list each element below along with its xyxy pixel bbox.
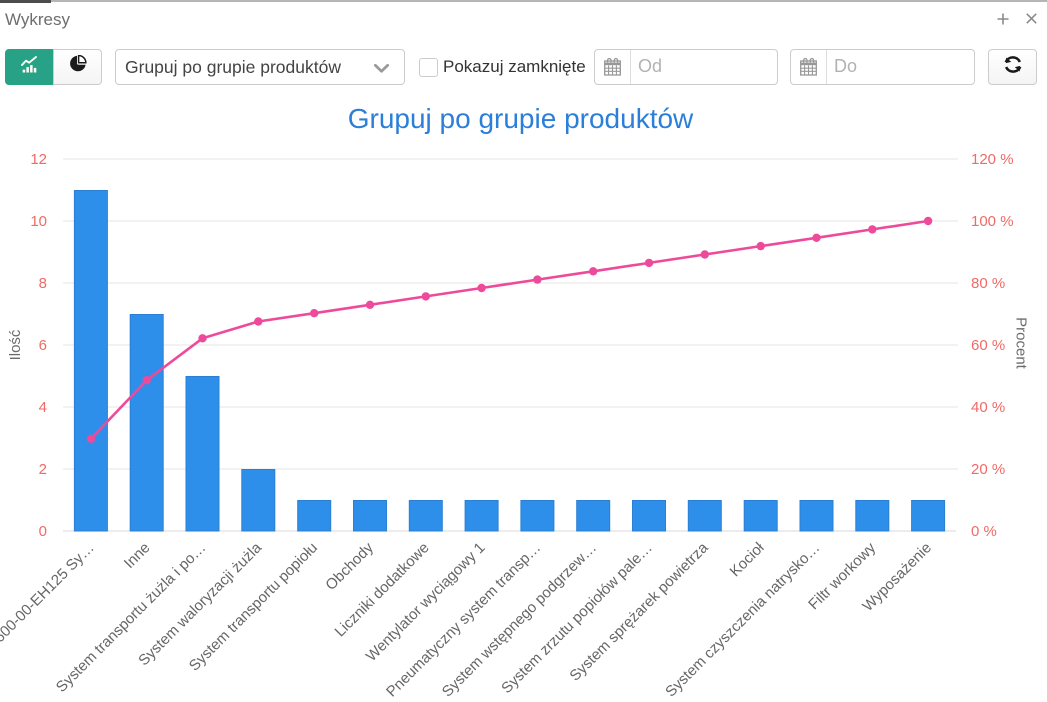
svg-text:60 %: 60 % — [971, 337, 1005, 354]
svg-text:Obchody: Obchody — [322, 539, 377, 594]
svg-text:0 %: 0 % — [971, 523, 997, 540]
svg-text:8: 8 — [39, 275, 47, 292]
svg-text:2: 2 — [39, 461, 47, 478]
svg-text:0: 0 — [39, 523, 47, 540]
svg-text:10: 10 — [30, 213, 47, 230]
svg-text:Procent: Procent — [1013, 317, 1030, 370]
svg-text:120 %: 120 % — [971, 151, 1014, 168]
svg-text:0-600-00-EH125 Sy…: 0-600-00-EH125 Sy… — [0, 539, 98, 655]
svg-text:Ilość: Ilość — [7, 329, 24, 360]
svg-text:80 %: 80 % — [971, 275, 1005, 292]
svg-text:Kocioł: Kocioł — [727, 539, 768, 580]
svg-text:6: 6 — [39, 337, 47, 354]
svg-text:12: 12 — [30, 151, 47, 168]
svg-text:4: 4 — [39, 399, 47, 416]
svg-text:40 %: 40 % — [971, 399, 1005, 416]
svg-text:20 %: 20 % — [971, 461, 1005, 478]
svg-text:Inne: Inne — [121, 539, 154, 572]
svg-text:100 %: 100 % — [971, 213, 1014, 230]
svg-text:Liczniki dodatkowe: Liczniki dodatkowe — [332, 539, 433, 640]
